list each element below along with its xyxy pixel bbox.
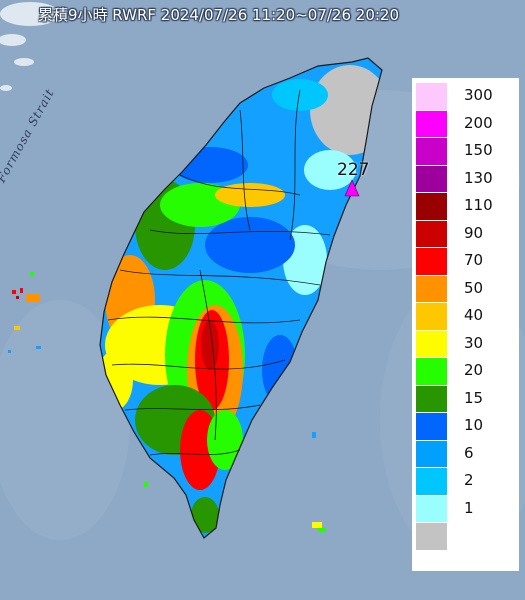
legend-swatch [416, 384, 447, 412]
legend-label: 90 [464, 223, 484, 242]
legend-label: 130 [464, 168, 493, 187]
legend-label: 50 [464, 278, 484, 297]
legend-label: 150 [464, 141, 493, 159]
legend-swatch [416, 357, 447, 385]
legend-label: 200 [464, 113, 493, 132]
legend-swatch [416, 302, 447, 330]
legend-swatch [416, 219, 447, 247]
rainfall-legend: 300 200 150 130 110 90 70 50 40 30 20 15 10 6 2 1 [412, 78, 519, 571]
legend-swatch [416, 192, 447, 220]
legend-swatch [416, 412, 447, 440]
legend-label: 300 [464, 86, 493, 104]
legend-swatch [416, 467, 447, 495]
offshore-echoes [8, 272, 326, 532]
legend-swatch [416, 439, 447, 467]
cloud-patches [0, 2, 60, 91]
legend-label: 6 [464, 443, 474, 462]
legend-swatch [416, 494, 447, 522]
legend-label: 30 [464, 333, 484, 352]
legend-swatch [416, 137, 447, 165]
legend-swatch [416, 274, 447, 302]
map-title: 累積9小時 RWRF 2024/07/26 11:20~07/26 20:20 [38, 6, 400, 24]
legend-swatch [416, 522, 447, 550]
legend-label: 15 [464, 388, 484, 407]
legend-label: 20 [464, 361, 484, 379]
legend-label: 40 [464, 306, 484, 324]
legend-label: 10 [464, 416, 484, 434]
legend-swatch [416, 82, 447, 110]
legend-label: 1 [464, 498, 474, 517]
max-rainfall-value: 227 [337, 160, 370, 180]
legend-label: 2 [464, 471, 474, 489]
max-rainfall-marker [344, 179, 360, 197]
legend-swatch [416, 329, 447, 357]
legend-swatch [416, 247, 447, 275]
legend-swatch [416, 164, 447, 192]
legend-label: 110 [464, 196, 493, 214]
legend-swatch [416, 109, 447, 137]
legend-label: 70 [464, 251, 484, 269]
river-basin-boundaries [107, 89, 331, 456]
